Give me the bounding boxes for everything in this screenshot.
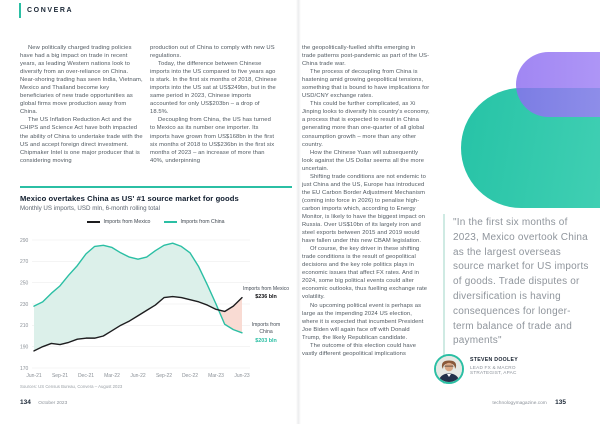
svg-text:250: 250 [20,280,29,286]
paragraph: No upcoming political event is perhaps a… [302,302,424,341]
paragraph: How the Chinese Yuan will subsequently l… [302,149,425,172]
chart-title: Mexico overtakes China as US' #1 source … [20,194,239,203]
paragraph: New politically charged trading policies… [20,45,143,116]
svg-text:Jun-23: Jun-23 [234,373,250,379]
paragraph: Of course, the key driver in these shift… [302,246,428,301]
svg-text:Jun-21: Jun-21 [26,373,42,379]
author-role: LEAD FX & MACRO STRATEGIST, APAC [470,364,517,375]
pull-quote: "In the first six months of 2023, Mexico… [453,217,589,347]
svg-text:190: 190 [20,344,29,350]
paragraph: This could be further complicated, as Xi… [302,101,430,148]
svg-text:Dec-21: Dec-21 [78,373,94,379]
paragraph: the geopolitically-fuelled shifts emergi… [302,45,430,68]
legend-item-china: Imports from China [164,219,225,225]
brand-logo: CONVERA [27,7,74,14]
footer-date: October 2023 [38,401,68,406]
legend-line-swatch-mexico [87,221,101,223]
svg-text:Imports from Mexico: Imports from Mexico [243,286,289,292]
chart-section: Mexico overtakes China as US' #1 source … [20,186,292,389]
author-meta: STEVEN DOOLEY LEAD FX & MACRO STRATEGIST… [470,354,548,375]
chart-legend: Imports from Mexico Imports from China [20,219,292,225]
paragraph: Today, the difference between Chinese im… [150,61,277,116]
footer-right: technologymagazine.com 135 [380,399,566,406]
chart-source: Sources: US Census Bureau, Convera – Aug… [20,384,123,389]
svg-text:Imports from: Imports from [252,322,281,328]
footer-site-link[interactable]: technologymagazine.com [492,401,547,406]
svg-text:Mar-22: Mar-22 [104,373,120,379]
decor-purple-blob [516,52,600,117]
brand-header: CONVERA [19,3,73,18]
pull-quote-section: "In the first six months of 2023, Mexico… [434,214,589,385]
svg-text:170: 170 [20,366,29,372]
chart-subtitle: Monthly US imports, USD mln, 6-month rol… [20,205,160,212]
svg-text:$203 bln: $203 bln [255,338,277,344]
author-avatar [434,354,464,385]
svg-text:$236 bln: $236 bln [255,294,277,300]
article-column-2: production out of China to comply with n… [150,44,277,165]
legend-line-swatch-china [164,221,178,223]
paragraph: production out of China to comply with n… [150,45,275,60]
page-number-left: 134 [20,399,31,406]
article-column-1: New politically charged trading policies… [20,44,143,165]
paragraph: The US Inflation Reduction Act and the C… [20,117,143,164]
paragraph: The outcome of this election could have … [302,342,417,357]
svg-text:210: 210 [20,323,29,329]
legend-item-mexico: Imports from Mexico [87,219,150,225]
article-column-3: the geopolitically-fuelled shifts emergi… [302,44,430,358]
paragraph: Decoupling from China, the US has turned… [150,117,275,164]
brand-accent-bar [19,3,21,18]
svg-text:Jun-22: Jun-22 [130,373,146,379]
author-attribution: STEVEN DOOLEY LEAD FX & MACRO STRATEGIST… [434,354,589,385]
svg-text:Sep-22: Sep-22 [156,373,172,379]
svg-text:China: China [259,329,272,335]
person-portrait-icon [436,356,462,383]
svg-text:270: 270 [20,259,29,265]
svg-text:Dec-22: Dec-22 [182,373,198,379]
paragraph: The process of decoupling from China is … [302,69,430,100]
page-number-right: 135 [555,399,566,406]
author-name: STEVEN DOOLEY [470,357,519,364]
svg-text:Sep-21: Sep-21 [52,373,68,379]
svg-text:290: 290 [20,238,29,244]
legend-label-mexico: Imports from Mexico [103,219,151,225]
legend-label-china: Imports from China [180,219,225,225]
footer-left: 134 October 2023 [20,399,67,406]
page-gutter [296,0,301,424]
svg-text:Mar-23: Mar-23 [208,373,224,379]
paragraph: Shifting trade conditions are not endemi… [302,173,426,245]
svg-text:230: 230 [20,302,29,308]
